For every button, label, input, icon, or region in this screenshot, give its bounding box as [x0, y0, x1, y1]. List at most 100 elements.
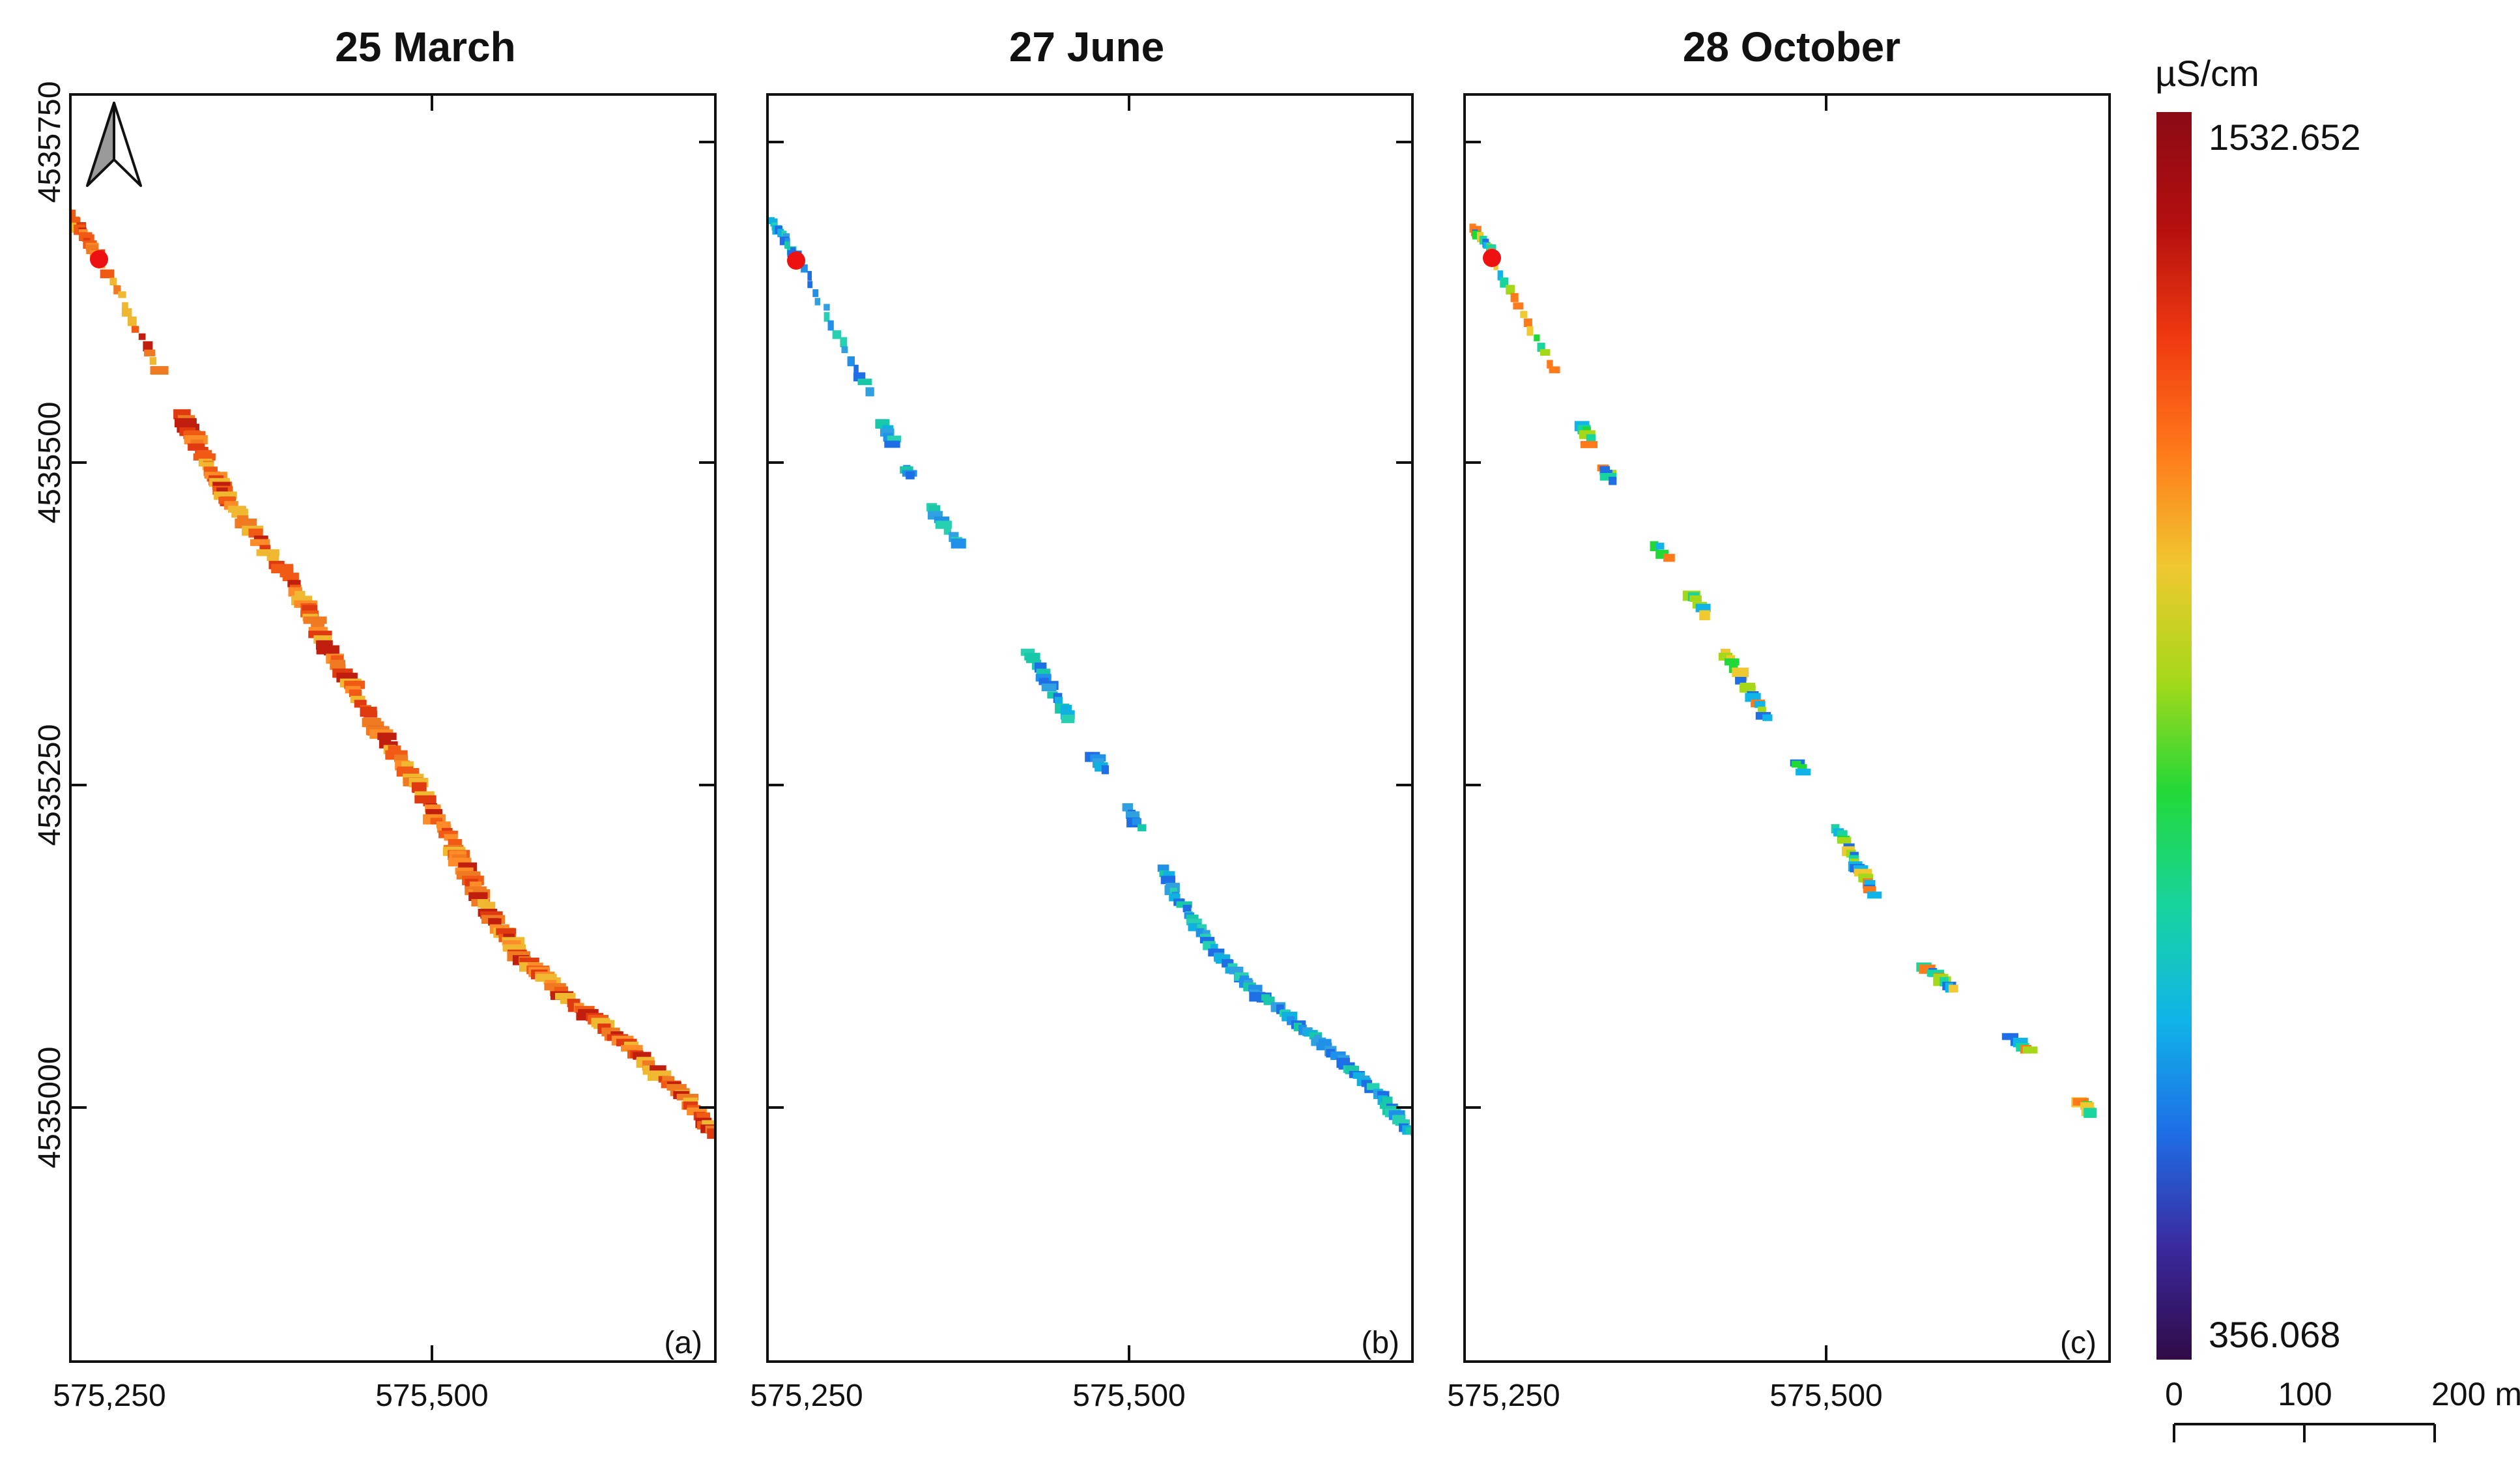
- river-pixel: [650, 1065, 666, 1072]
- river-pixel: [841, 346, 848, 353]
- river-pixel: [122, 302, 128, 312]
- river-pixel: [1101, 765, 1110, 775]
- river-pixel: [840, 337, 848, 348]
- river-pixel: [1138, 824, 1147, 832]
- river-pixel: [906, 471, 915, 479]
- river-pixel: [832, 330, 841, 339]
- river-pixel: [113, 285, 121, 294]
- river-stream-march: [70, 209, 715, 1139]
- river-pixel: [1655, 543, 1665, 550]
- river-pixel: [430, 818, 442, 825]
- river-pixel: [770, 218, 778, 227]
- river-pixel: [349, 689, 362, 698]
- river-pixel: [1090, 754, 1106, 762]
- river-pixel: [1534, 334, 1540, 341]
- river-pixel: [250, 539, 270, 547]
- river-pixel: [560, 997, 573, 1005]
- river-pixel: [865, 387, 874, 397]
- river-pixel: [468, 892, 488, 901]
- river-pixel: [1366, 1083, 1380, 1091]
- river-pixel: [823, 304, 830, 311]
- river-pixel: [1792, 760, 1801, 768]
- river-pixel: [621, 1045, 643, 1052]
- river-pixel: [777, 229, 784, 238]
- river-pixel: [70, 209, 76, 218]
- river-pixel: [193, 453, 216, 461]
- river-pixel: [394, 754, 408, 762]
- river-pixel: [109, 278, 117, 285]
- river-pixel: [1699, 610, 1710, 621]
- river-pixel: [951, 538, 966, 549]
- river-pixel: [1735, 677, 1747, 685]
- river-pixel: [887, 435, 902, 443]
- legend-max: 1532.652: [2209, 117, 2361, 158]
- x-tick-label: 575,500: [375, 1379, 489, 1413]
- river-pixel: [308, 627, 328, 635]
- river-pixel: [934, 516, 950, 523]
- river-pixel: [1061, 715, 1075, 723]
- river-pixel: [801, 264, 808, 273]
- x-ticks: 575,250 575,500: [750, 94, 1186, 1413]
- river-pixel: [412, 785, 427, 793]
- start-marker: [1483, 249, 1501, 267]
- river-pixel: [1229, 966, 1244, 975]
- river-pixel: [1864, 879, 1876, 887]
- river-pixel: [1863, 886, 1876, 893]
- river-pixel: [1549, 366, 1560, 373]
- river-pixel: [150, 365, 169, 375]
- river-pixel: [900, 466, 913, 474]
- river-pixel: [502, 944, 526, 952]
- river-pixel: [458, 871, 481, 879]
- river-pixel: [1020, 648, 1035, 656]
- river-pixel: [827, 320, 834, 331]
- river-pixel: [807, 270, 812, 281]
- river-pixel: [847, 356, 855, 367]
- river-pixel: [943, 525, 951, 535]
- river-pixel: [287, 580, 301, 588]
- river-pixel: [1202, 930, 1210, 937]
- river-pixel: [1199, 937, 1215, 944]
- river-pixel: [662, 1076, 674, 1083]
- river-pixel: [282, 573, 299, 582]
- y-tick-label: 4535750: [33, 81, 67, 203]
- river-pixel: [1210, 943, 1218, 951]
- river-pixel: [1948, 984, 1958, 993]
- river-pixel: [1724, 658, 1740, 666]
- river-pixel: [814, 298, 821, 306]
- river-pixel: [1510, 293, 1519, 302]
- river-pixel: [469, 881, 482, 889]
- river-pixel: [1523, 318, 1532, 327]
- panel-tag: (c): [2060, 1326, 2097, 1360]
- river-pixel: [121, 308, 132, 317]
- colorbar-legend: µS/cm 1532.652 356.068: [2155, 53, 2361, 1360]
- x-ticks: 575,500 575,250: [53, 94, 489, 1413]
- river-pixel: [144, 349, 156, 357]
- panel-title: 27 June: [1009, 23, 1164, 70]
- river-pixel: [2001, 1033, 2018, 1040]
- river-pixel: [1248, 984, 1263, 992]
- river-pixel: [707, 1128, 715, 1139]
- river-pixel: [1739, 685, 1756, 693]
- y-tick-label: 4535000: [33, 1047, 67, 1169]
- panel-october: 28 October (c) 575,250 575,500: [1447, 23, 2111, 1413]
- river-pixel: [1047, 691, 1058, 699]
- panel-tag: (b): [1361, 1326, 1399, 1360]
- river-pixel: [784, 241, 790, 249]
- y-ticks: 4535750 4535500 4535250 4535000: [33, 81, 715, 1169]
- river-pixel: [1157, 865, 1169, 872]
- x-tick-label: 575,500: [1072, 1379, 1186, 1413]
- river-pixel: [2022, 1046, 2038, 1054]
- river-pixel: [218, 496, 236, 504]
- river-pixel: [1186, 919, 1202, 926]
- river-pixel: [823, 312, 830, 322]
- x-tick-label: 575,250: [750, 1379, 863, 1413]
- river-stream-june: [767, 217, 1412, 1136]
- colorbar: [2156, 112, 2192, 1360]
- river-pixel: [884, 440, 900, 448]
- river-pixel: [1663, 554, 1675, 562]
- river-pixel: [2072, 1098, 2089, 1106]
- river-pixel: [1837, 837, 1852, 844]
- river-pixel: [1054, 696, 1063, 704]
- river-pixel: [1867, 891, 1882, 899]
- river-pixel: [1526, 326, 1534, 336]
